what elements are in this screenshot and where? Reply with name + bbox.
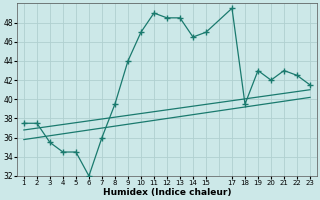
X-axis label: Humidex (Indice chaleur): Humidex (Indice chaleur) bbox=[103, 188, 231, 197]
